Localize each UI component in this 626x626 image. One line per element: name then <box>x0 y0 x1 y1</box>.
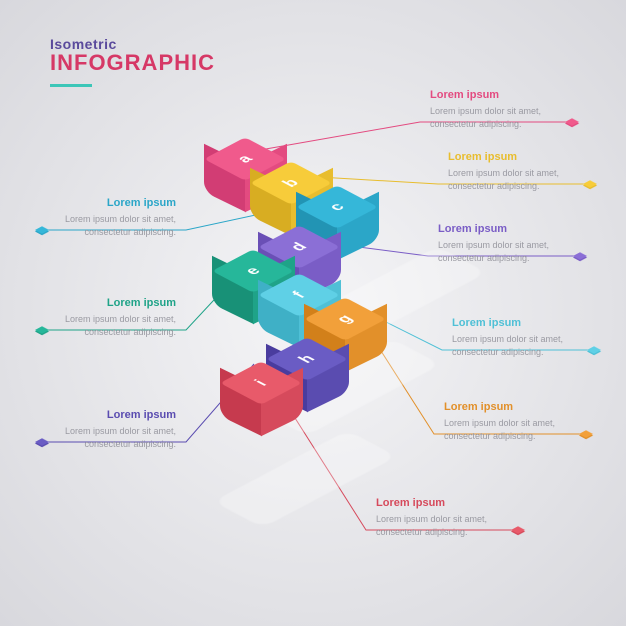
isometric-stage: abcdefghiLorem ipsumLorem ipsum dolor si… <box>0 0 626 626</box>
callout-title: Lorem ipsum <box>46 196 176 211</box>
callout-body: Lorem ipsum dolor sit amet, consectetur … <box>376 513 506 538</box>
callout-title: Lorem ipsum <box>376 496 506 511</box>
callout-body: Lorem ipsum dolor sit amet, consectetur … <box>452 333 582 358</box>
callout-i: Lorem ipsum Lorem ipsum dolor sit amet, c… <box>376 496 506 539</box>
callout-e: Lorem ipsum Lorem ipsum dolor sit amet, c… <box>46 296 176 339</box>
callout-marker <box>565 118 579 125</box>
callout-marker <box>511 526 525 533</box>
callout-c: Lorem ipsum Lorem ipsum dolor sit amet, c… <box>46 196 176 239</box>
block-i: i <box>232 354 290 412</box>
callout-title: Lorem ipsum <box>452 316 582 331</box>
callout-title: Lorem ipsum <box>438 222 568 237</box>
callout-d: Lorem ipsum Lorem ipsum dolor sit amet, c… <box>438 222 568 265</box>
callout-body: Lorem ipsum dolor sit amet, consectetur … <box>46 313 176 338</box>
callout-body: Lorem ipsum dolor sit amet, consectetur … <box>46 213 176 238</box>
floor-reflection <box>213 430 397 527</box>
callout-title: Lorem ipsum <box>448 150 578 165</box>
callout-marker <box>573 252 587 259</box>
callout-body: Lorem ipsum dolor sit amet, consectetur … <box>430 105 560 130</box>
callout-f: Lorem ipsum Lorem ipsum dolor sit amet, c… <box>452 316 582 359</box>
callout-title: Lorem ipsum <box>430 88 560 103</box>
callout-marker <box>583 180 597 187</box>
callout-body: Lorem ipsum dolor sit amet, consectetur … <box>444 417 574 442</box>
callout-g: Lorem ipsum Lorem ipsum dolor sit amet, c… <box>444 400 574 443</box>
callout-marker <box>579 430 593 437</box>
callout-title: Lorem ipsum <box>46 296 176 311</box>
callout-b: Lorem ipsum Lorem ipsum dolor sit amet, c… <box>448 150 578 193</box>
callout-a: Lorem ipsum Lorem ipsum dolor sit amet, c… <box>430 88 560 131</box>
callout-body: Lorem ipsum dolor sit amet, consectetur … <box>46 425 176 450</box>
callout-body: Lorem ipsum dolor sit amet, consectetur … <box>448 167 578 192</box>
callout-h: Lorem ipsum Lorem ipsum dolor sit amet, c… <box>46 408 176 451</box>
callout-title: Lorem ipsum <box>444 400 574 415</box>
callout-marker <box>587 346 601 353</box>
callout-body: Lorem ipsum dolor sit amet, consectetur … <box>438 239 568 264</box>
callout-title: Lorem ipsum <box>46 408 176 423</box>
